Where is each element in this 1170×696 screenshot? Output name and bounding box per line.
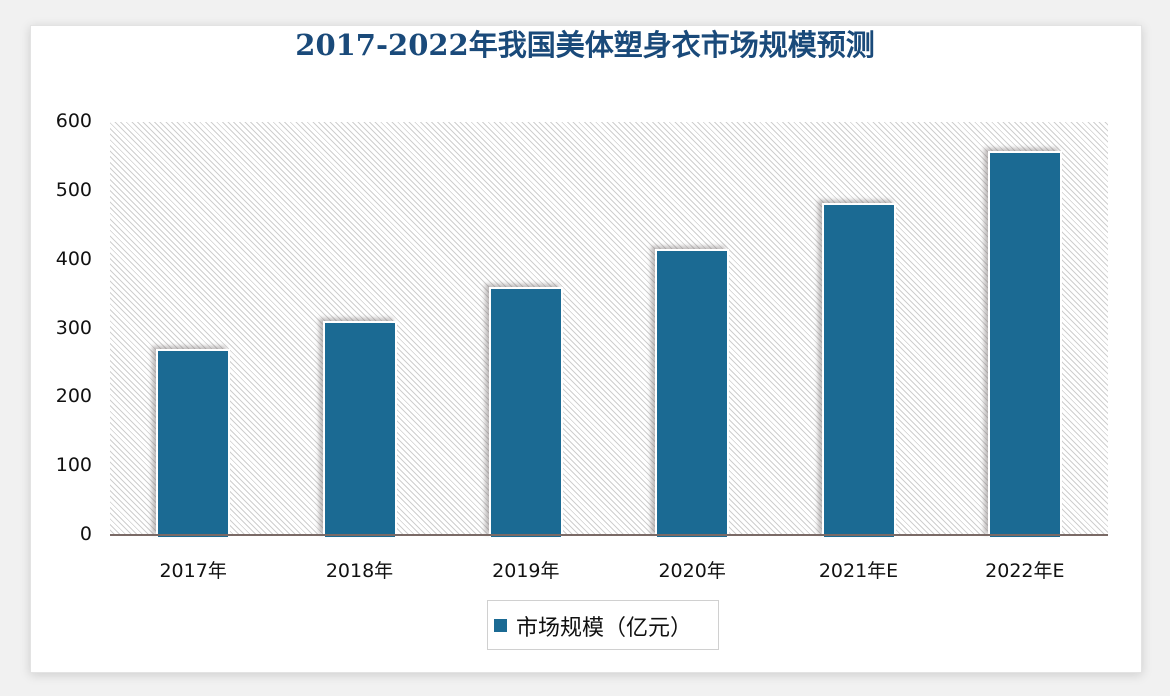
x-tick-label: 2021年E: [818, 560, 899, 582]
x-tick-label: 2017年: [159, 560, 227, 582]
chart-title: 2017-2022年我国美体塑身衣市场规模预测: [295, 28, 875, 62]
y-tick-label: 400: [55, 247, 92, 270]
y-tick-label: 200: [55, 385, 92, 408]
x-axis-line: [110, 534, 1108, 536]
x-tick-label: 2018年: [325, 560, 394, 582]
bar: [987, 150, 1062, 537]
x-tick-label: 2019年: [492, 560, 560, 582]
x-tick-label: 2022年E: [985, 560, 1065, 582]
y-tick-label: 600: [55, 110, 92, 132]
plot-area: [110, 122, 1108, 535]
legend-swatch-icon: [494, 619, 507, 632]
y-tick-label: 100: [55, 454, 92, 477]
bar: [655, 248, 730, 537]
bar: [821, 203, 896, 537]
y-tick-label: 0: [79, 523, 92, 545]
legend: 市场规模（亿元）: [487, 600, 719, 650]
bar: [322, 320, 397, 537]
bar: [488, 287, 563, 537]
y-tick-label: 500: [55, 178, 92, 201]
bar: [156, 349, 231, 537]
legend-label: 市场规模（亿元）: [516, 616, 693, 641]
x-tick-label: 2020年: [658, 560, 726, 582]
y-tick-label: 300: [55, 316, 92, 339]
